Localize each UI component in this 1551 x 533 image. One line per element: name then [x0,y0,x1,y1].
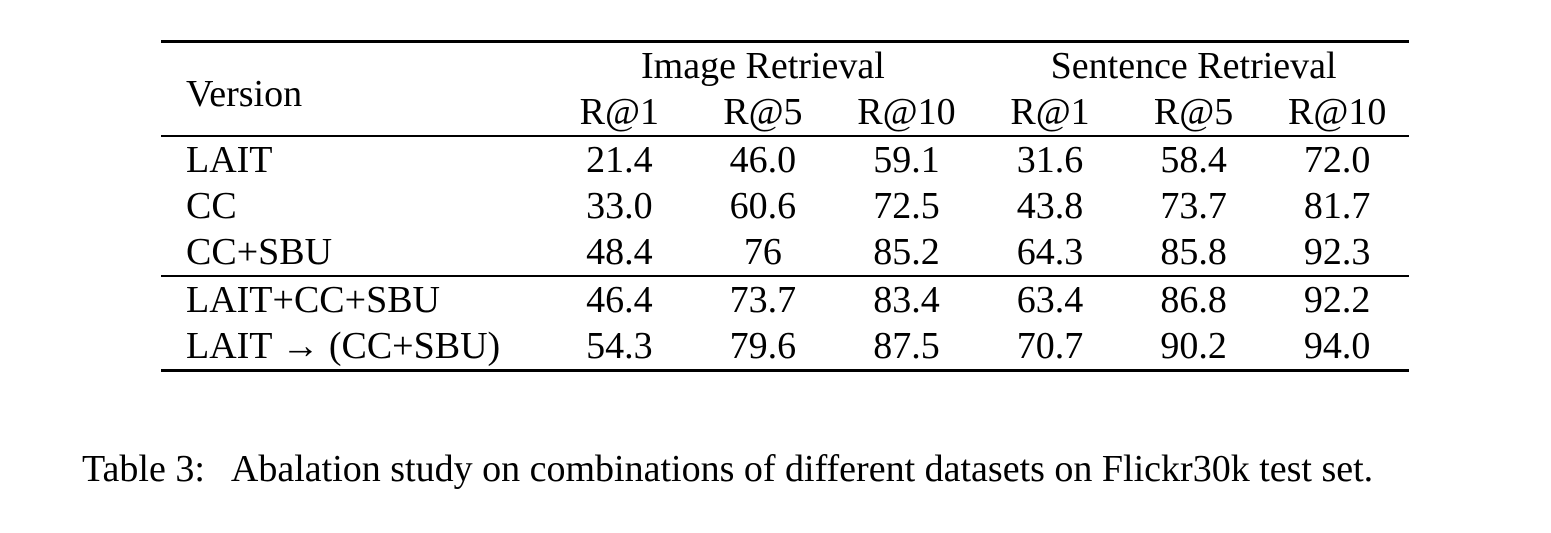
row-label: CC+SBU [186,231,333,273]
table-row: CC 33.0 60.6 72.5 43.8 73.7 81.7 [161,183,1409,229]
header-row-metrics: R@1 R@5 R@10 R@1 R@5 R@10 [161,89,1409,136]
ablation-results-table: Version Image Retrieval Sentence Retriev… [161,40,1409,372]
table-row: LAIT 21.4 46.0 59.1 31.6 58.4 72.0 [161,135,1409,183]
table-cell-best: 87.5 [834,323,979,372]
table-cell: 60.6 [729,185,797,227]
header-row-groups: Version Image Retrieval Sentence Retriev… [161,41,1409,115]
table-cell: 81.7 [1303,185,1371,227]
table-cell-best: 54.3 [547,323,692,372]
row-label: LAIT+CC+SBU [161,275,548,323]
metric-header: R@1 [579,91,659,133]
table-cell: 63.4 [978,275,1122,323]
table-cell: 73.7 [1160,185,1227,227]
caption-label: Table 3: [82,448,205,490]
table-cell-best: 79.6 [691,323,835,372]
table-caption: Table 3: Abalation study on combinations … [82,446,1373,492]
table-cell: 72.5 [873,185,940,227]
table-row: CC+SBU 48.4 76 85.2 64.3 85.8 92.3 [161,229,1409,276]
sentence-retrieval-group-header: Sentence Retrieval [1050,45,1337,87]
table-cell: 33.0 [586,185,653,227]
metric-header: R@5 [723,91,803,133]
table-cell-best: 90.2 [1121,323,1266,372]
table-cell: 59.1 [834,135,979,183]
table-cell: 73.7 [691,275,835,323]
table-cell: 46.0 [691,135,835,183]
row-label: CC [186,185,237,227]
row-label: LAIT → (CC+SBU) [161,323,548,372]
results-table-container: Version Image Retrieval Sentence Retriev… [161,40,1409,372]
table-cell: 76 [743,231,782,273]
image-retrieval-group-header: Image Retrieval [641,45,885,87]
table-cell: 46.4 [547,275,692,323]
version-column-header: Version [186,72,303,115]
table-row: LAIT+CC+SBU 46.4 73.7 83.4 63.4 86.8 92.… [161,275,1409,323]
row-label: LAIT [161,135,548,183]
table-cell: 92.2 [1265,275,1409,323]
metric-header: R@5 [1153,91,1234,133]
table-cell: 43.8 [1016,185,1084,227]
table-cell: 31.6 [978,135,1122,183]
table-row-best: LAIT → (CC+SBU) 54.3 79.6 87.5 70.7 90.2… [161,323,1409,372]
table-cell-best: 70.7 [978,323,1122,372]
metric-header: R@1 [1010,91,1090,133]
table-cell: 85.8 [1160,231,1227,273]
table-cell: 72.0 [1265,135,1409,183]
table-cell: 64.3 [1016,231,1084,273]
table-cell: 21.4 [547,135,692,183]
table-cell: 48.4 [586,231,653,273]
table-cell: 85.2 [873,231,940,273]
table-cell: 83.4 [834,275,979,323]
metric-header: R@10 [857,91,956,133]
metric-header: R@10 [1288,91,1387,133]
caption-text: Abalation study on combinations of diffe… [230,448,1374,490]
table-cell: 92.3 [1303,231,1371,273]
table-cell-best: 94.0 [1265,323,1409,372]
table-cell: 58.4 [1121,135,1266,183]
table-cell: 86.8 [1121,275,1266,323]
